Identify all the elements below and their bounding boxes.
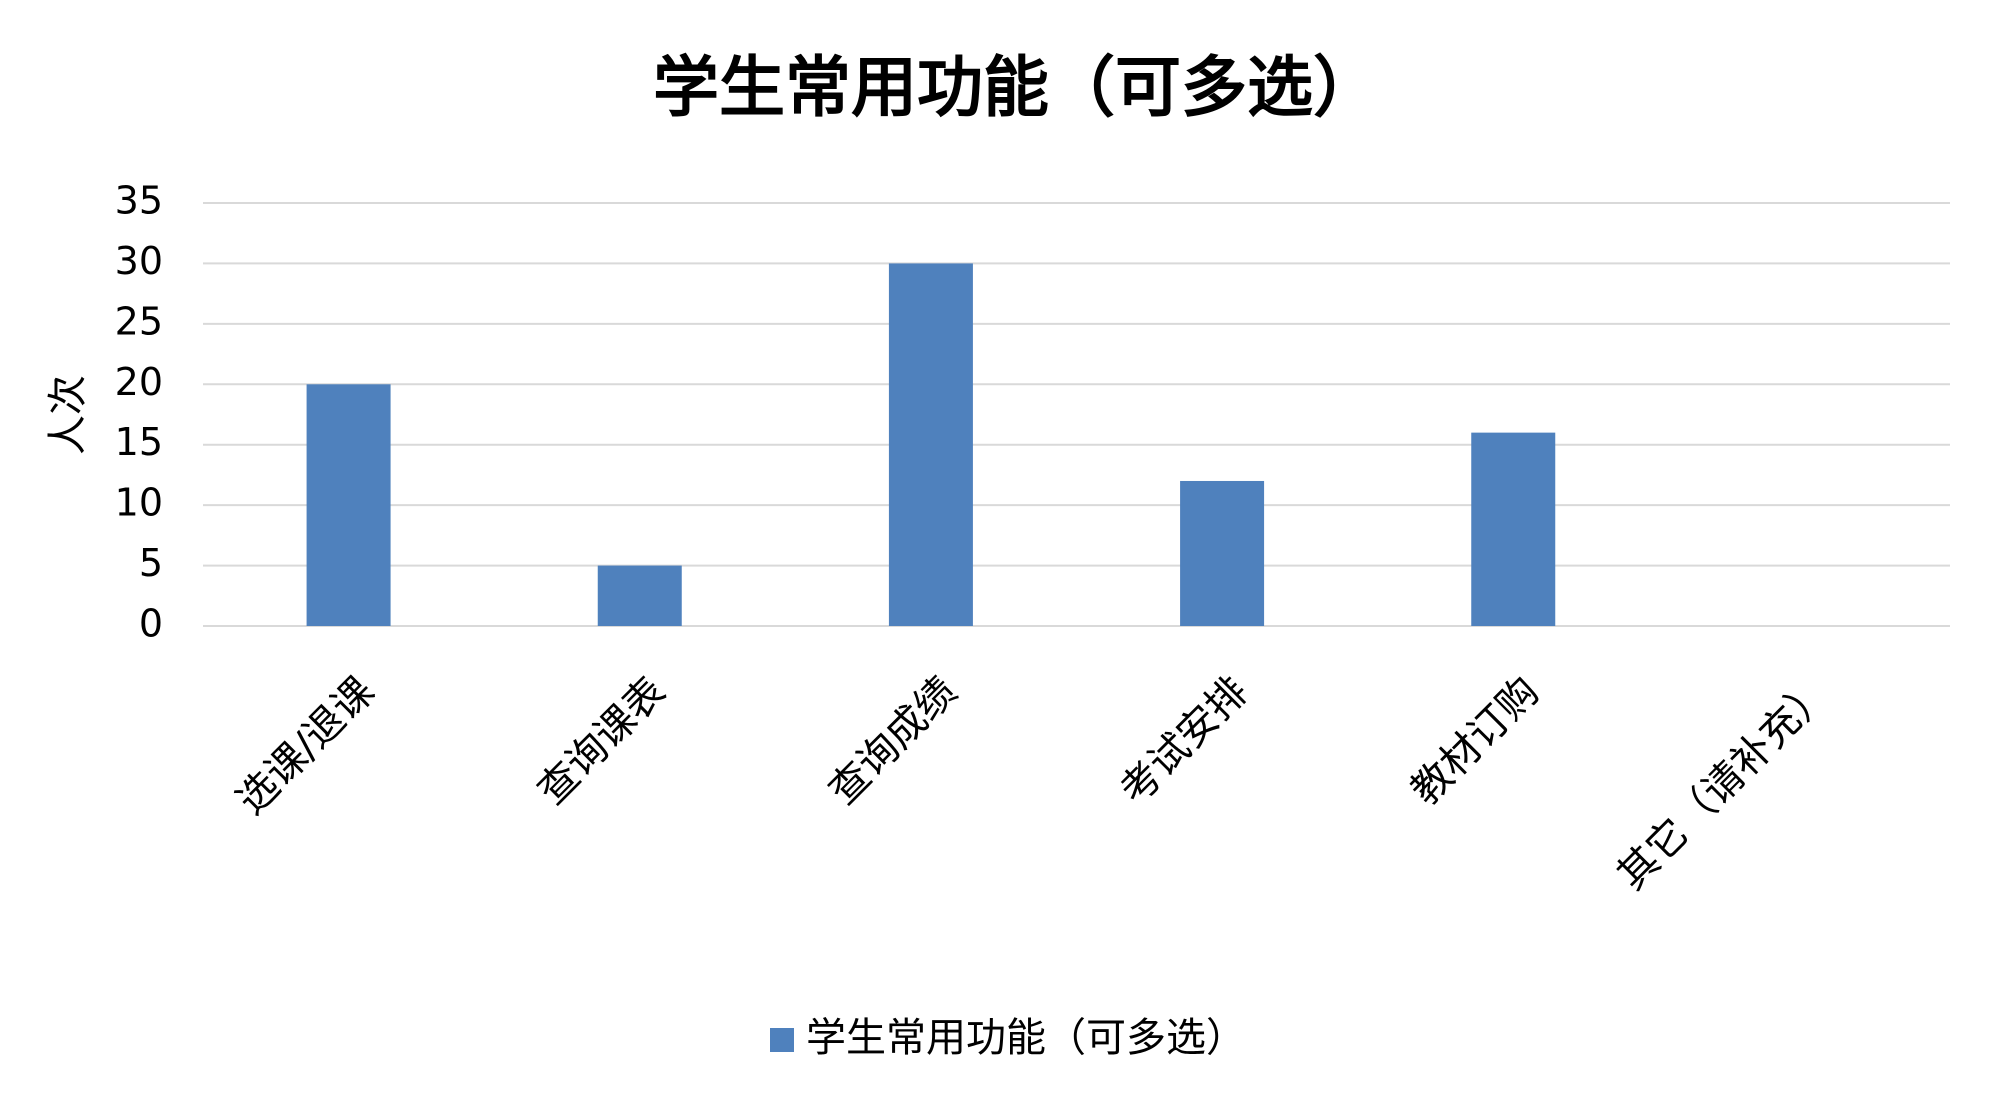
y-tick-label: 15 bbox=[115, 420, 163, 464]
bar bbox=[1471, 432, 1556, 626]
bar bbox=[597, 565, 682, 626]
legend-swatch bbox=[770, 1028, 794, 1052]
y-tick-label: 20 bbox=[115, 360, 163, 404]
x-tick-label: 查询成绩 bbox=[820, 668, 966, 814]
y-axis-label: 人次 bbox=[45, 375, 91, 455]
x-tick-label: 其它（请补充） bbox=[1609, 668, 1840, 899]
bar bbox=[888, 263, 973, 626]
y-tick-label: 30 bbox=[115, 239, 163, 283]
x-tick-label: 教材订购 bbox=[1402, 668, 1548, 814]
y-tick-label: 35 bbox=[115, 179, 163, 223]
bar bbox=[1180, 480, 1265, 626]
x-tick-label: 查询课表 bbox=[529, 668, 675, 814]
bar bbox=[306, 384, 391, 626]
y-tick-label: 25 bbox=[115, 299, 163, 343]
y-tick-label: 10 bbox=[115, 481, 163, 525]
legend-label: 学生常用功能（可多选） bbox=[806, 1015, 1246, 1061]
chart-title: 学生常用功能（可多选） bbox=[653, 48, 1379, 126]
y-tick-label: 0 bbox=[139, 602, 163, 646]
x-tick-label: 选课/退课 bbox=[228, 668, 383, 823]
x-tick-label: 考试安排 bbox=[1111, 668, 1257, 814]
y-tick-label: 5 bbox=[139, 541, 163, 585]
